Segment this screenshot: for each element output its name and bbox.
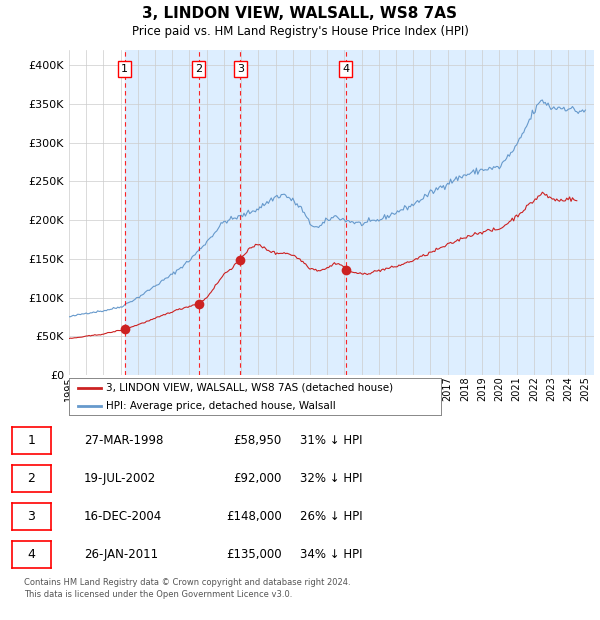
Text: 1: 1 [28,434,35,447]
Text: £58,950: £58,950 [234,434,282,447]
Text: 26% ↓ HPI: 26% ↓ HPI [300,510,362,523]
Bar [199,50,241,375]
Text: 3: 3 [28,510,35,523]
Text: £92,000: £92,000 [233,472,282,485]
Text: 4: 4 [342,64,349,74]
Text: Contains HM Land Registry data © Crown copyright and database right 2024.: Contains HM Land Registry data © Crown c… [24,578,350,587]
Text: 3: 3 [237,64,244,74]
Text: £148,000: £148,000 [226,510,282,523]
Text: 26-JAN-2011: 26-JAN-2011 [84,548,158,561]
Text: 2: 2 [28,472,35,485]
Text: 27-MAR-1998: 27-MAR-1998 [84,434,163,447]
Text: 19-JUL-2002: 19-JUL-2002 [84,472,156,485]
Text: 1: 1 [121,64,128,74]
Text: 3, LINDON VIEW, WALSALL, WS8 7AS (detached house): 3, LINDON VIEW, WALSALL, WS8 7AS (detach… [106,383,394,393]
Text: 32% ↓ HPI: 32% ↓ HPI [300,472,362,485]
Text: 2: 2 [195,64,202,74]
Text: 4: 4 [28,548,35,561]
Bar [125,50,199,375]
Text: HPI: Average price, detached house, Walsall: HPI: Average price, detached house, Wals… [106,401,336,410]
Text: 34% ↓ HPI: 34% ↓ HPI [300,548,362,561]
Text: This data is licensed under the Open Government Licence v3.0.: This data is licensed under the Open Gov… [24,590,292,600]
Text: 16-DEC-2004: 16-DEC-2004 [84,510,162,523]
Text: £135,000: £135,000 [226,548,282,561]
Text: 31% ↓ HPI: 31% ↓ HPI [300,434,362,447]
Text: Price paid vs. HM Land Registry's House Price Index (HPI): Price paid vs. HM Land Registry's House … [131,25,469,38]
Text: 3, LINDON VIEW, WALSALL, WS8 7AS: 3, LINDON VIEW, WALSALL, WS8 7AS [143,6,458,21]
Bar [241,50,346,375]
Bar [346,50,594,375]
